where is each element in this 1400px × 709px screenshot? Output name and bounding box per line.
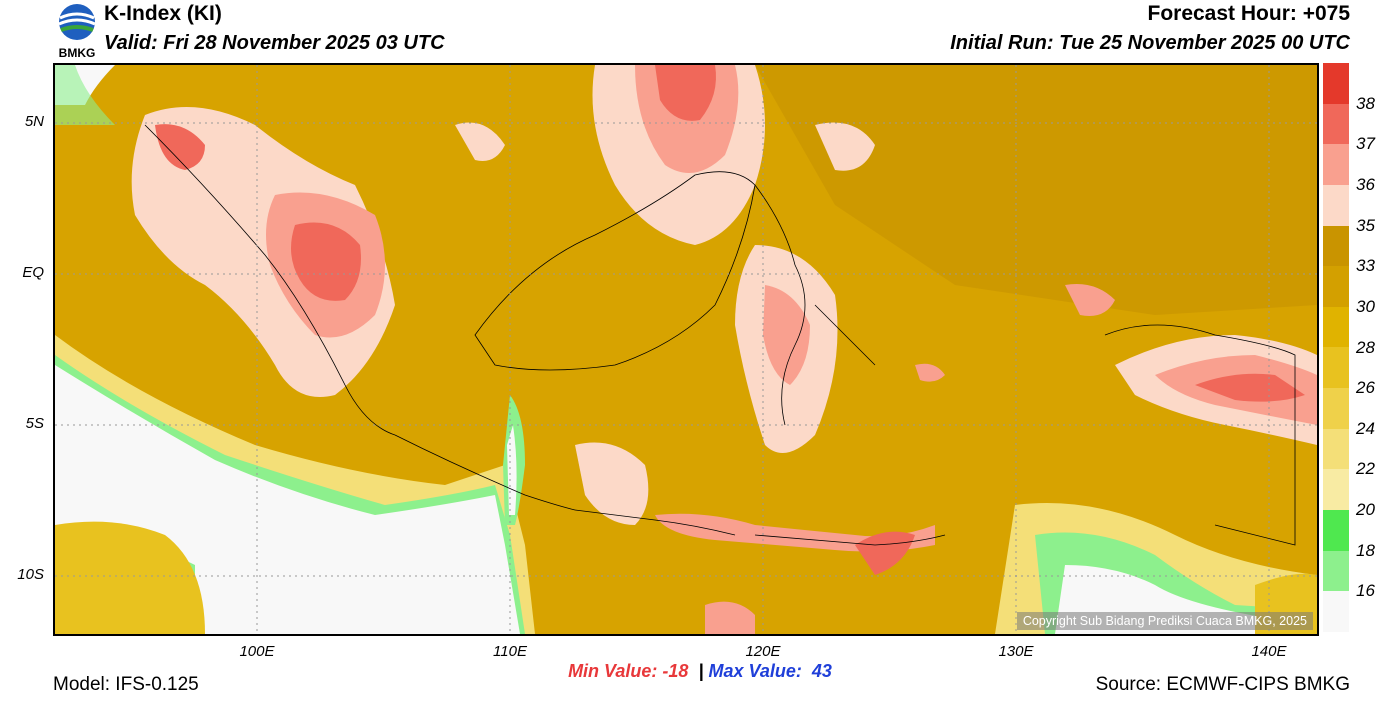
- lon-label-140e: 140E: [1251, 643, 1287, 660]
- lat-label-5n: 5N: [24, 113, 44, 130]
- coastlines: [144, 124, 1296, 546]
- model-label: Model: IFS-0.125: [53, 674, 199, 695]
- lat-label-eq: EQ: [22, 264, 44, 281]
- logo-text: BMKG: [59, 46, 96, 60]
- lon-label-100e: 100E: [239, 643, 275, 660]
- max-value: 43: [811, 661, 832, 681]
- grid: [55, 65, 1317, 634]
- max-value-label: Max Value:: [708, 661, 802, 681]
- initial-run: Initial Run: Tue 25 November 2025 00 UTC: [950, 32, 1350, 54]
- k-index-map[interactable]: [53, 63, 1319, 636]
- legend-label: 37: [1356, 134, 1375, 154]
- legend-label: 30: [1356, 296, 1375, 316]
- legend-swatch: [1323, 184, 1349, 226]
- legend-label: 35: [1356, 215, 1375, 235]
- valid-time: Valid: Fri 28 November 2025 03 UTC: [104, 32, 445, 54]
- lat-label-10s: 10S: [17, 566, 44, 583]
- legend-label: 16: [1356, 581, 1375, 601]
- min-max-values: Min Value: -18 | Max Value: 43: [0, 661, 1400, 682]
- legend-label: 20: [1356, 500, 1375, 520]
- legend-swatch: [1323, 469, 1349, 511]
- legend-label: 33: [1356, 256, 1375, 276]
- legend-label: 36: [1356, 174, 1375, 194]
- legend-label: 18: [1356, 540, 1375, 560]
- legend-swatch: [1323, 347, 1349, 389]
- bmkg-logo: BMKG: [54, 2, 100, 60]
- source-label: Source: ECMWF-CIPS BMKG: [1095, 674, 1350, 695]
- stats-separator: |: [698, 661, 704, 681]
- lon-label-130e: 130E: [998, 643, 1034, 660]
- legend-swatch: [1323, 225, 1349, 267]
- legend-swatch: [1323, 266, 1349, 307]
- legend-swatch: [1323, 550, 1349, 592]
- legend-label: 24: [1356, 418, 1375, 438]
- lon-label-110e: 110E: [493, 643, 527, 660]
- lon-label-120e: 120E: [745, 643, 781, 660]
- legend-swatch: [1323, 103, 1349, 145]
- legend-swatch: [1323, 144, 1349, 185]
- chart-title: K-Index (KI): [104, 2, 222, 25]
- legend-label: 38: [1356, 93, 1375, 113]
- legend-label: 22: [1356, 459, 1375, 479]
- map-canvas: [55, 65, 1317, 634]
- forecast-hour: Forecast Hour: +075: [1147, 2, 1351, 25]
- legend-label: 28: [1356, 337, 1375, 357]
- bmkg-logo-icon: BMKG: [58, 4, 96, 60]
- lat-label-5s: 5S: [25, 415, 44, 432]
- color-legend: [1323, 63, 1349, 632]
- legend-swatch: [1323, 510, 1349, 551]
- min-value-label: Min Value:: [568, 661, 658, 681]
- legend-label: 26: [1356, 378, 1375, 398]
- legend-swatch: [1323, 63, 1349, 104]
- legend-swatch: [1323, 591, 1349, 632]
- legend-swatch: [1323, 428, 1349, 470]
- min-value: -18: [662, 661, 689, 681]
- legend-swatch: [1323, 388, 1349, 429]
- legend-swatch: [1323, 306, 1349, 348]
- copyright-notice: Copyright Sub Bidang Prediksi Cuaca BMKG…: [1016, 612, 1313, 630]
